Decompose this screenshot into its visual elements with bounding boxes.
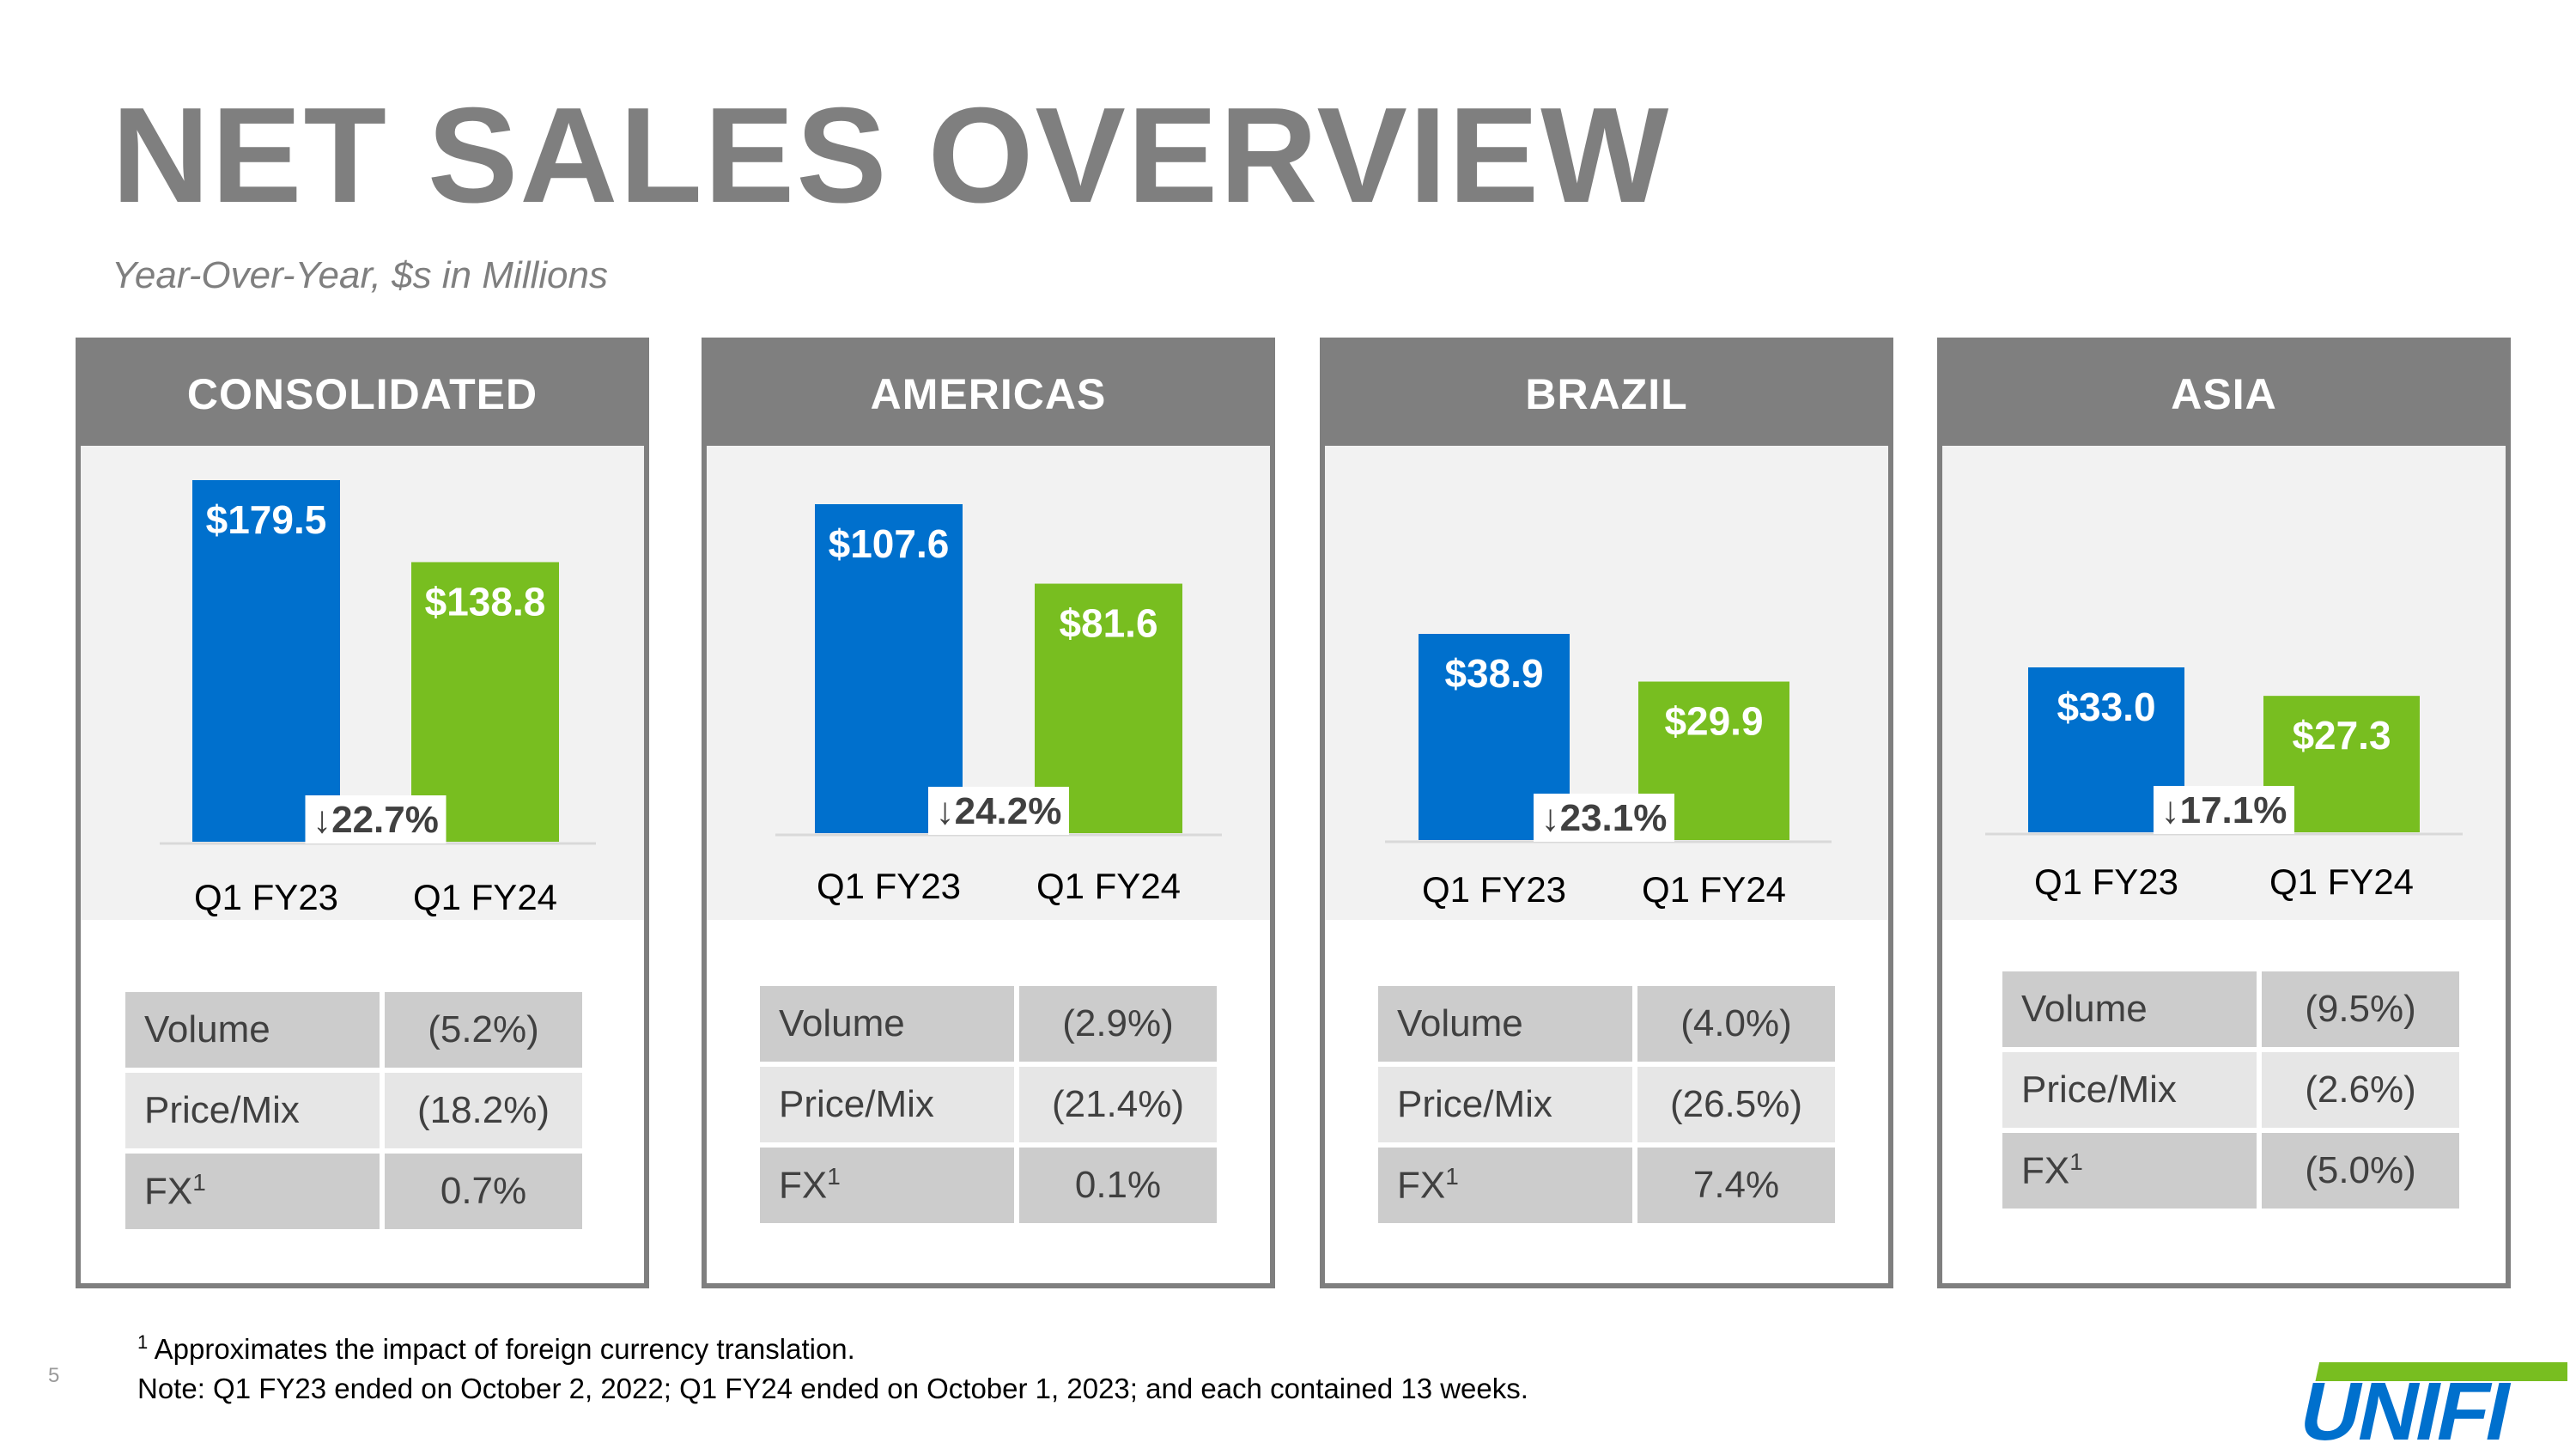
stat-label: Volume — [2002, 971, 2262, 1047]
bar-q1-fy23 — [192, 480, 340, 842]
stat-row-fx: FX1 0.7% — [125, 1154, 582, 1229]
bar-value-label: $33.0 — [2057, 685, 2155, 729]
category-label: Q1 FY24 — [2269, 861, 2414, 902]
category-label: Q1 FY23 — [817, 866, 961, 906]
stat-label: Price/Mix — [125, 1073, 385, 1148]
panel-header: BRAZIL — [1325, 343, 1888, 446]
change-callout-box — [2154, 786, 2294, 834]
stat-value: (26.5%) — [1637, 1067, 1835, 1142]
stat-value: 7.4% — [1637, 1148, 1835, 1223]
stat-value: 0.1% — [1019, 1148, 1217, 1223]
chart-area: $33.0 Q1 FY23 $27.3 Q1 FY24 ↓17.1% — [1942, 446, 2506, 920]
stat-row-volume: Volume (2.9%) — [760, 986, 1217, 1062]
chart-area: $179.5 Q1 FY23 $138.8 Q1 FY24 ↓22.7% — [81, 446, 644, 920]
stat-row-volume: Volume (4.0%) — [1378, 986, 1835, 1062]
unifi-logo: UNIFI — [2294, 1362, 2567, 1445]
page-title: NET SALES OVERVIEW — [112, 80, 1671, 231]
stat-label: Volume — [125, 992, 385, 1068]
stat-row-price-mix: Price/Mix (2.6%) — [2002, 1052, 2459, 1128]
footnote-marker: 1 — [827, 1163, 841, 1190]
category-label: Q1 FY23 — [1422, 869, 1566, 910]
category-label: Q1 FY23 — [194, 877, 338, 917]
footnote-note: Note: Q1 FY23 ended on October 2, 2022; … — [137, 1373, 1528, 1404]
change-percent-label: ↓24.2% — [936, 790, 1062, 832]
footnote-marker: 1 — [137, 1331, 149, 1353]
bar-value-label: $179.5 — [206, 497, 327, 542]
bar-value-label: $138.8 — [425, 579, 546, 624]
category-label: Q1 FY24 — [1642, 869, 1786, 910]
stats-table: Volume (4.0%) Price/Mix (26.5%) FX1 7.4% — [1378, 981, 1835, 1228]
stat-label: Price/Mix — [2002, 1052, 2262, 1128]
bar-value-label: $29.9 — [1664, 699, 1763, 744]
category-label: Q1 FY23 — [2034, 861, 2178, 902]
page-subtitle: Year-Over-Year, $s in Millions — [112, 254, 608, 296]
stat-row-price-mix: Price/Mix (26.5%) — [1378, 1067, 1835, 1142]
stat-row-fx: FX1 0.1% — [760, 1148, 1217, 1223]
stat-value: (5.2%) — [385, 992, 582, 1068]
bar-q1-fy24 — [411, 562, 559, 842]
panel-consolidated: CONSOLIDATED $179.5 Q1 FY23 $138.8 Q1 FY24 ↓… — [76, 338, 649, 1288]
stat-value: 0.7% — [385, 1154, 582, 1229]
panel-asia: ASIA $33.0 Q1 FY23 $27.3 Q1 FY24 ↓17.1% Volu… — [1937, 338, 2511, 1288]
footnote-marker: 1 — [1445, 1163, 1459, 1190]
stats-table: Volume (9.5%) Price/Mix (2.6%) FX1 (5.0%… — [2002, 966, 2459, 1214]
stat-label: FX1 — [1378, 1148, 1637, 1223]
stat-value: (4.0%) — [1637, 986, 1835, 1062]
bar-chart-consolidated: $179.5 Q1 FY23 $138.8 Q1 FY24 ↓22.7% — [160, 480, 596, 917]
stat-row-volume: Volume (5.2%) — [125, 992, 582, 1068]
bar-value-label: $81.6 — [1059, 601, 1157, 646]
page-number: 5 — [48, 1364, 60, 1387]
stat-row-volume: Volume (9.5%) — [2002, 971, 2459, 1047]
logo-text: UNIFI — [2294, 1365, 2518, 1445]
category-label: Q1 FY24 — [413, 877, 557, 917]
bar-chart-asia: $33.0 Q1 FY23 $27.3 Q1 FY24 ↓17.1% — [1985, 667, 2463, 902]
panel-brazil: BRAZIL $38.9 Q1 FY23 $29.9 Q1 FY24 ↓23.1% Vo… — [1320, 338, 1893, 1288]
stat-label: Volume — [760, 986, 1019, 1062]
bar-value-label: $38.9 — [1444, 651, 1543, 696]
stat-value: (2.6%) — [2262, 1052, 2459, 1128]
change-callout-box — [305, 795, 447, 843]
panel-header: AMERICAS — [707, 343, 1270, 446]
stats-table: Volume (2.9%) Price/Mix (21.4%) FX1 0.1% — [760, 981, 1217, 1228]
footnote-marker: 1 — [192, 1169, 206, 1196]
stat-row-price-mix: Price/Mix (21.4%) — [760, 1067, 1217, 1142]
chart-area: $38.9 Q1 FY23 $29.9 Q1 FY24 ↓23.1% — [1325, 446, 1888, 920]
stat-value: (18.2%) — [385, 1073, 582, 1148]
stat-value: (9.5%) — [2262, 971, 2459, 1047]
stat-label: Price/Mix — [760, 1067, 1019, 1142]
stat-value: (2.9%) — [1019, 986, 1217, 1062]
stat-label: Volume — [1378, 986, 1637, 1062]
panel-header: ASIA — [1942, 343, 2506, 446]
change-callout-box — [1534, 794, 1674, 842]
change-callout-box — [928, 787, 1069, 835]
footnote-fx: 1 Approximates the impact of foreign cur… — [137, 1331, 855, 1365]
category-label: Q1 FY24 — [1036, 866, 1181, 906]
footnote-marker: 1 — [2069, 1148, 2083, 1176]
stat-value: (21.4%) — [1019, 1067, 1217, 1142]
change-percent-label: ↓17.1% — [2161, 789, 2287, 831]
change-percent-label: ↓22.7% — [313, 799, 439, 841]
stat-label: FX1 — [125, 1154, 385, 1229]
stat-row-fx: FX1 7.4% — [1378, 1148, 1835, 1223]
stats-table: Volume (5.2%) Price/Mix (18.2%) FX1 0.7% — [125, 987, 582, 1234]
stat-label: FX1 — [760, 1148, 1019, 1223]
stat-label: Price/Mix — [1378, 1067, 1637, 1142]
bar-chart-brazil: $38.9 Q1 FY23 $29.9 Q1 FY24 ↓23.1% — [1385, 634, 1832, 910]
stat-row-fx: FX1 (5.0%) — [2002, 1133, 2459, 1209]
bar-value-label: $107.6 — [829, 521, 950, 566]
bar-value-label: $27.3 — [2292, 713, 2391, 758]
stat-value: (5.0%) — [2262, 1133, 2459, 1209]
bar-q1-fy23 — [815, 504, 963, 833]
bar-chart-americas: $107.6 Q1 FY23 $81.6 Q1 FY24 ↓24.2% — [775, 504, 1222, 906]
change-percent-label: ↓23.1% — [1541, 797, 1668, 839]
stat-row-price-mix: Price/Mix (18.2%) — [125, 1073, 582, 1148]
panel-americas: AMERICAS $107.6 Q1 FY23 $81.6 Q1 FY24 ↓24.2%… — [702, 338, 1275, 1288]
stat-label: FX1 — [2002, 1133, 2262, 1209]
panel-header: CONSOLIDATED — [81, 343, 644, 446]
chart-area: $107.6 Q1 FY23 $81.6 Q1 FY24 ↓24.2% — [707, 446, 1270, 920]
